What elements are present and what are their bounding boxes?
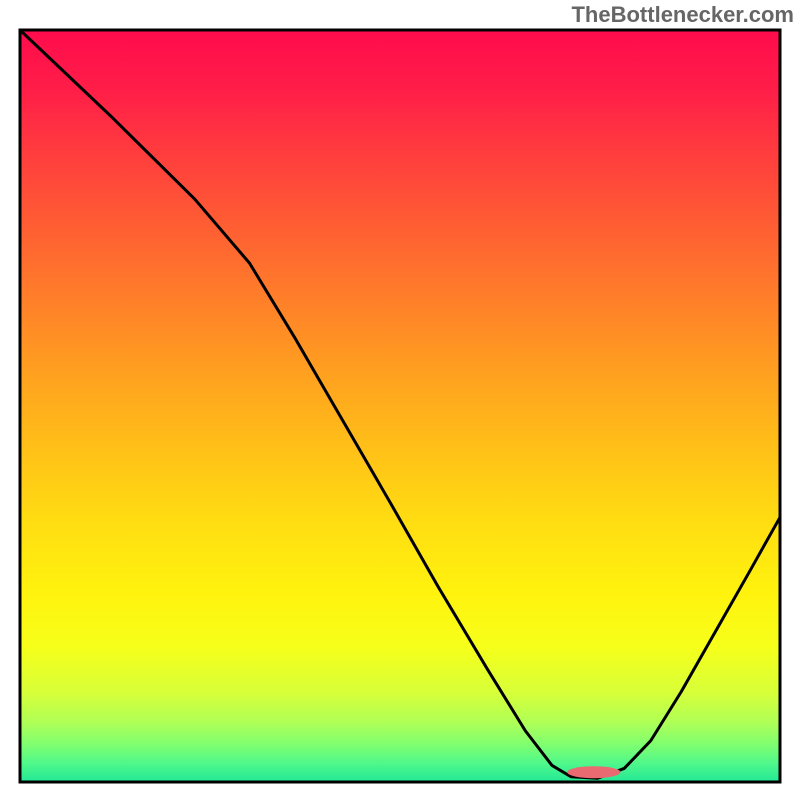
watermark-text: TheBottlenecker.com <box>571 2 794 28</box>
plot-background <box>20 30 780 782</box>
optimal-marker <box>567 766 620 778</box>
chart-svg <box>0 0 800 800</box>
bottleneck-chart: TheBottlenecker.com <box>0 0 800 800</box>
